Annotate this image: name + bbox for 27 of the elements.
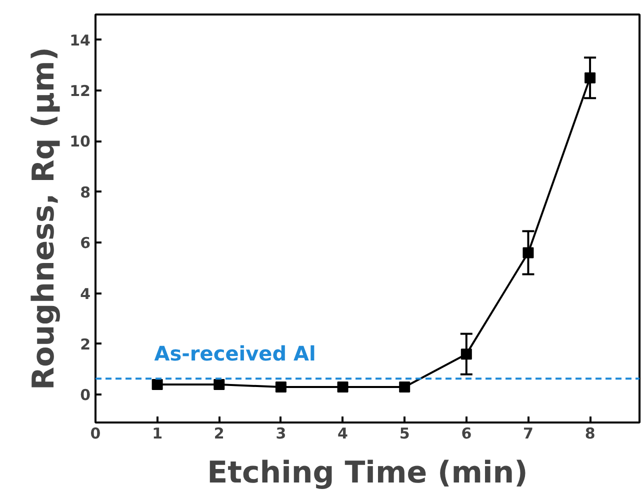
point <box>584 72 596 84</box>
y-axis-title: Roughness, Rq (μm) <box>26 47 62 390</box>
x-tick-label: 2 <box>214 424 224 442</box>
y-tick-label: 6 <box>80 234 90 252</box>
point <box>214 378 225 390</box>
x-tick-label: 7 <box>523 424 534 442</box>
y-tick-label: 14 <box>70 31 90 50</box>
y-tick-label: 2 <box>80 335 90 354</box>
y-tick-label: 0 <box>80 386 90 404</box>
y-tick-label: 12 <box>70 82 90 100</box>
x-tick-label: 1 <box>152 424 163 442</box>
x-tick-label: 6 <box>461 424 472 442</box>
x-axis-title: Etching Time (min) <box>207 456 528 490</box>
y-tick-label: 4 <box>80 284 90 303</box>
x-tick-label: 5 <box>399 424 410 442</box>
point <box>337 382 348 393</box>
point <box>522 247 534 258</box>
point <box>152 378 163 390</box>
y-tick-label: 8 <box>80 183 90 202</box>
x-tick-label: 4 <box>338 424 348 442</box>
x-tick-label: 3 <box>276 424 286 442</box>
point <box>399 382 410 393</box>
ref-line-label: As-received Al <box>154 341 316 366</box>
x-tick-label: 8 <box>584 424 596 442</box>
point <box>275 382 286 393</box>
point <box>460 348 472 360</box>
y-tick-label: 10 <box>70 132 90 151</box>
